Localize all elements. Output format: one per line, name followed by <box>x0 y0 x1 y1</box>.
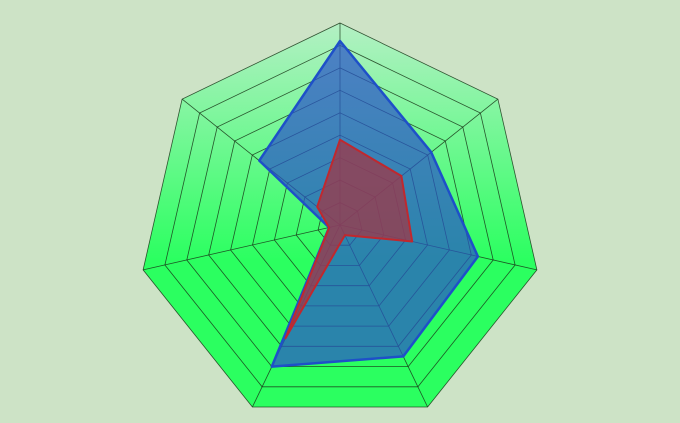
grid-ring-7 <box>186 67 494 368</box>
radar-series <box>258 39 480 368</box>
grid-ring-8 <box>164 44 516 388</box>
grid-spoke-6 <box>143 224 341 271</box>
grid-ring-9 <box>142 22 538 408</box>
series-red-area <box>284 138 414 340</box>
